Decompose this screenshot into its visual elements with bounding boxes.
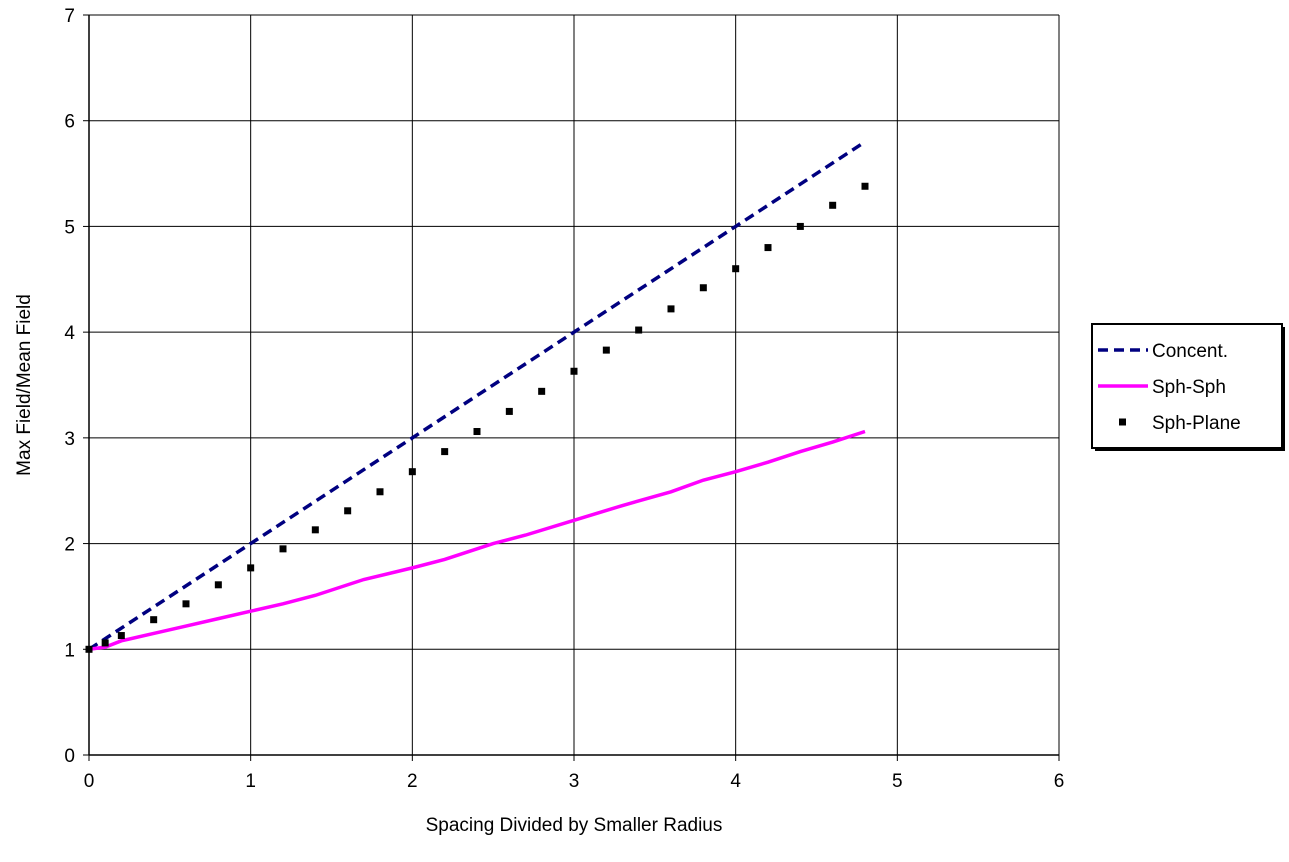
sph-plane-point bbox=[699, 284, 707, 292]
legend-label: Concent. bbox=[1152, 341, 1228, 362]
x-axis-title: Spacing Divided by Smaller Radius bbox=[426, 815, 723, 836]
sph-plane-point bbox=[505, 407, 513, 415]
sph-plane-point bbox=[570, 367, 578, 375]
y-tick-label: 7 bbox=[64, 6, 75, 27]
y-tick-label: 6 bbox=[64, 112, 75, 133]
sph-sph-series-line bbox=[88, 429, 866, 652]
x-tick-label: 5 bbox=[892, 771, 903, 792]
sph-plane-point bbox=[344, 507, 352, 515]
y-axis-title: Max Field/Mean Field bbox=[14, 294, 35, 476]
sph-plane-point bbox=[311, 526, 319, 534]
x-tick-label: 3 bbox=[569, 771, 580, 792]
y-tick-label: 1 bbox=[64, 640, 75, 661]
sph-plane-point bbox=[182, 600, 190, 608]
sph-plane-point bbox=[408, 468, 416, 476]
legend-marker-sph-plane bbox=[1119, 418, 1126, 426]
sph-plane-point bbox=[376, 488, 384, 496]
x-tick-label: 1 bbox=[245, 771, 256, 792]
sph-plane-point bbox=[117, 632, 125, 640]
y-axis: 0 1 2 3 4 5 6 7 bbox=[64, 6, 89, 767]
legend-label: Sph-Sph bbox=[1152, 377, 1226, 398]
sph-plane-point bbox=[602, 346, 610, 354]
sph-plane-point bbox=[635, 326, 643, 334]
sph-plane-point bbox=[101, 639, 109, 647]
legend: Concent. Sph-Sph Sph-Plane bbox=[1091, 323, 1285, 451]
x-tick-label: 4 bbox=[730, 771, 741, 792]
sph-plane-point bbox=[732, 265, 740, 273]
y-tick-label: 4 bbox=[64, 323, 75, 344]
legend-label: Sph-Plane bbox=[1152, 413, 1241, 434]
sph-plane-point bbox=[667, 305, 675, 313]
y-tick-label: 5 bbox=[64, 217, 75, 238]
y-tick-label: 0 bbox=[64, 746, 75, 767]
y-tick-label: 3 bbox=[64, 429, 75, 450]
sph-plane-point bbox=[85, 645, 93, 653]
x-tick-label: 6 bbox=[1054, 771, 1065, 792]
sph-plane-point bbox=[473, 428, 481, 436]
sph-plane-point bbox=[441, 448, 449, 456]
sph-plane-point bbox=[861, 182, 869, 190]
sph-plane-point bbox=[829, 201, 837, 209]
sph-plane-point bbox=[150, 616, 158, 624]
x-axis: 0 1 2 3 4 5 6 bbox=[84, 755, 1065, 792]
y-tick-label: 2 bbox=[64, 535, 75, 556]
sph-plane-point bbox=[214, 581, 222, 589]
series-layer bbox=[85, 140, 869, 653]
x-tick-label: 0 bbox=[84, 771, 95, 792]
concent-series-line bbox=[88, 140, 866, 651]
sph-plane-point bbox=[279, 545, 287, 553]
sph-plane-point bbox=[764, 244, 772, 252]
sph-plane-point bbox=[247, 564, 255, 572]
sph-plane-point bbox=[796, 222, 804, 230]
sph-plane-point bbox=[538, 387, 546, 395]
x-tick-label: 2 bbox=[407, 771, 418, 792]
grid bbox=[88, 14, 1060, 756]
